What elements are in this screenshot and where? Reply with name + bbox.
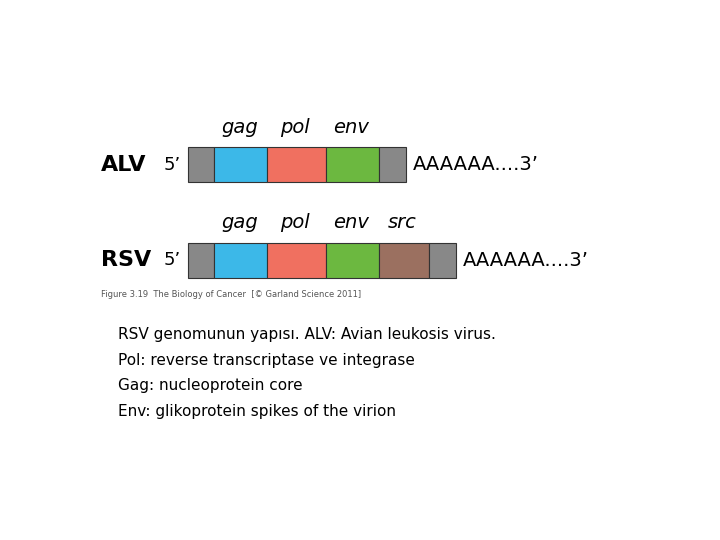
Bar — [379, 147, 406, 183]
Text: pol: pol — [281, 213, 310, 232]
Text: AAAAAA....3’: AAAAAA....3’ — [413, 155, 539, 174]
Text: 5’: 5’ — [163, 156, 181, 173]
Bar — [267, 242, 326, 278]
Text: Env: glikoprotein spikes of the virion: Env: glikoprotein spikes of the virion — [118, 404, 396, 419]
Bar — [379, 242, 429, 278]
Text: gag: gag — [221, 118, 258, 137]
Text: AAAAAA....3’: AAAAAA....3’ — [463, 251, 589, 269]
Text: pol: pol — [281, 118, 310, 137]
Bar — [326, 242, 379, 278]
Bar — [188, 147, 215, 183]
Text: RSV: RSV — [101, 250, 151, 270]
Text: src: src — [388, 213, 417, 232]
Bar — [215, 242, 267, 278]
Text: env: env — [333, 118, 369, 137]
Text: gag: gag — [221, 213, 258, 232]
Text: env: env — [333, 213, 369, 232]
Text: Pol: reverse transcriptase ve integrase: Pol: reverse transcriptase ve integrase — [118, 353, 415, 368]
Text: RSV genomunun yapısı. ALV: Avian leukosis virus.: RSV genomunun yapısı. ALV: Avian leukosi… — [118, 327, 496, 342]
Bar — [326, 147, 379, 183]
Text: Gag: nucleoprotein core: Gag: nucleoprotein core — [118, 379, 302, 393]
Bar — [429, 242, 456, 278]
Text: ALV: ALV — [101, 154, 147, 174]
Bar — [188, 242, 215, 278]
Text: Figure 3.19  The Biology of Cancer  [© Garland Science 2011]: Figure 3.19 The Biology of Cancer [© Gar… — [101, 291, 361, 299]
Bar — [215, 147, 267, 183]
Bar — [267, 147, 326, 183]
Text: 5’: 5’ — [163, 251, 181, 269]
